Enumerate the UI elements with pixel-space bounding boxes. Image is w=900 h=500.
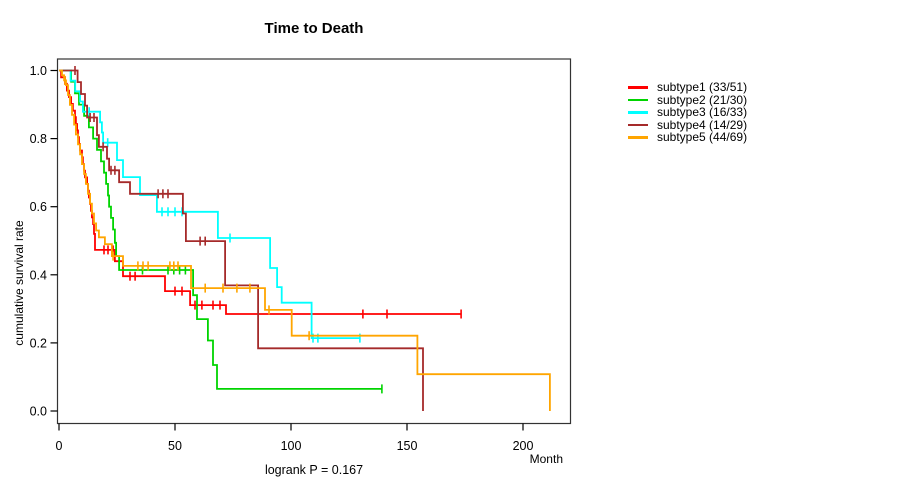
x-axis-unit-label: Month (529, 452, 563, 466)
censor-marks-subtype3 (88, 107, 361, 343)
censor-marks-subtype1 (103, 245, 462, 319)
legend-swatch-subtype1 (628, 86, 648, 89)
x-tick-label-4: 200 (513, 439, 534, 453)
curve-subtype1 (59, 69, 462, 315)
y-tick-label-0: 0.0 (30, 405, 47, 419)
x-tick-label-2: 100 (281, 439, 302, 453)
legend-item-subtype5: subtype5 (44/69) (628, 131, 747, 144)
plot-frame (56, 58, 572, 425)
legend-label-subtype5: subtype5 (44/69) (657, 130, 748, 145)
censor-marks-subtype2 (141, 265, 383, 394)
chart-title: Time to Death (264, 20, 364, 37)
y-tick-label-5: 1.0 (30, 64, 47, 78)
legend-item-subtype4: subtype4 (14/29) (628, 119, 747, 132)
legend-label-subtype3: subtype3 (16/33) (657, 105, 748, 120)
y-tick-label-4: 0.8 (30, 132, 47, 146)
curve-subtype5 (59, 69, 551, 411)
curve-subtype3 (59, 69, 360, 339)
legend-swatch-subtype3 (628, 111, 648, 114)
y-tick-label-2: 0.4 (30, 268, 47, 282)
curve-subtype2 (59, 69, 382, 390)
legend-label-subtype1: subtype1 (33/51) (657, 80, 748, 94)
legend-item-subtype3: subtype3 (16/33) (628, 106, 747, 119)
logrank-annotation: logrank P = 0.167 (264, 463, 364, 477)
legend-item-subtype1: subtype1 (33/51) (628, 81, 747, 94)
legend-label-subtype4: subtype4 (14/29) (657, 117, 748, 132)
y-tick-label-3: 0.6 (30, 200, 47, 214)
legend-swatch-subtype2 (628, 98, 648, 102)
x-tick-label-0: 0 (56, 439, 63, 453)
legend-label-subtype2: subtype2 (21/30) (657, 92, 748, 107)
censor-marks-subtype4 (74, 66, 206, 246)
censor-marks-subtype5 (64, 75, 310, 341)
legend-swatch-subtype4 (628, 123, 648, 127)
legend-item-subtype2: subtype2 (21/30) (628, 92, 748, 107)
legend-swatch-subtype5 (628, 136, 648, 139)
curve-subtype4 (59, 69, 424, 411)
x-tick-label-1: 50 (168, 439, 182, 453)
x-tick-label-3: 150 (397, 439, 418, 453)
y-tick-label-1: 0.2 (30, 336, 47, 350)
legend: subtype1 (33/51) subtype2 (21/30) subtype3… (628, 81, 747, 144)
